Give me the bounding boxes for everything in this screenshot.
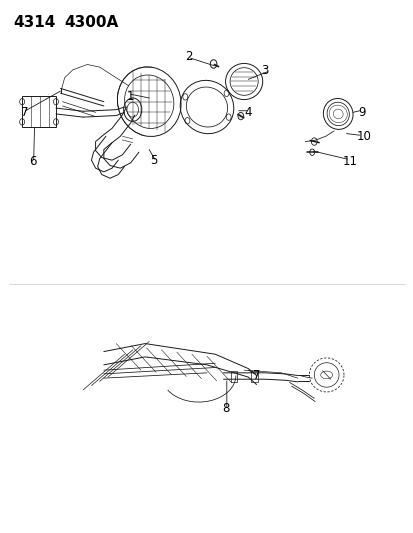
Text: 7: 7: [252, 369, 260, 382]
Text: 4300A: 4300A: [64, 15, 119, 30]
Text: 5: 5: [150, 154, 157, 167]
Text: 7: 7: [21, 106, 28, 119]
Circle shape: [237, 112, 243, 120]
Text: 8: 8: [221, 402, 229, 415]
Text: 1: 1: [127, 90, 134, 103]
Text: 6: 6: [29, 155, 36, 168]
Text: 4: 4: [244, 106, 252, 119]
Text: 2: 2: [184, 50, 192, 63]
Text: 10: 10: [356, 130, 370, 143]
Text: 9: 9: [357, 106, 365, 119]
Text: 4314: 4314: [13, 15, 55, 30]
Text: 3: 3: [261, 64, 268, 77]
Text: 11: 11: [342, 155, 357, 168]
